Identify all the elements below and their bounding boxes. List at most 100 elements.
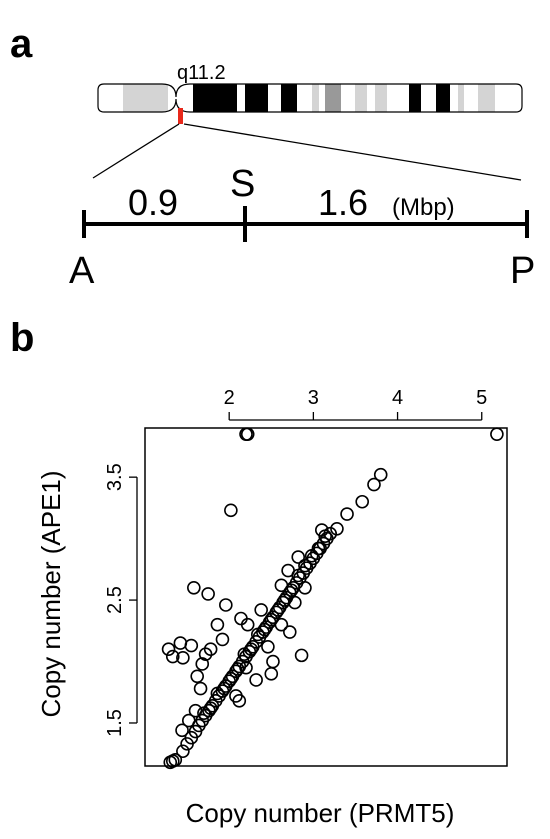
x-tick-label: 5: [476, 387, 487, 409]
x-axis: 2 3 4 5: [224, 387, 487, 421]
data-point: [197, 706, 211, 720]
panel-a-letter: a: [10, 22, 33, 66]
data-point: [281, 563, 295, 578]
data-point: [176, 744, 190, 759]
data-point: [215, 632, 230, 647]
data-point: [165, 649, 180, 664]
data-point: [224, 503, 238, 518]
data-point: [190, 669, 204, 684]
band-q-dark-1: [193, 84, 237, 112]
data-point: [298, 558, 312, 573]
data-point: [251, 627, 265, 642]
distance-unit: (Mbp): [392, 194, 455, 221]
data-point: [304, 549, 319, 563]
data-point: [294, 648, 309, 663]
data-point: [195, 657, 210, 671]
band-q-dark-3: [281, 84, 297, 112]
band-q-light-2: [355, 84, 367, 112]
data-point: [311, 541, 326, 556]
data-point: [210, 617, 225, 632]
x-tick-label: 3: [308, 387, 319, 409]
band-q-light-3: [375, 84, 387, 112]
y-axis: 1.5 2.5 3.5: [104, 463, 138, 737]
data-point: [232, 694, 247, 708]
data-point: [217, 681, 231, 696]
y-axis-label: Copy number (APE1): [36, 470, 66, 717]
data-point: [330, 521, 344, 536]
data-point: [188, 703, 203, 718]
band-q-light-4: [458, 84, 464, 112]
data-point: [187, 580, 201, 595]
band-q-light-5: [478, 84, 495, 112]
data-point: [230, 662, 245, 676]
x-axis-label: Copy number (PRMT5): [186, 798, 455, 828]
zoom-line-right: [183, 123, 522, 181]
data-point: [244, 642, 258, 657]
distance-left: 0.9: [128, 182, 178, 223]
data-point: [266, 654, 280, 669]
end-p-label: P: [510, 250, 535, 292]
data-point: [203, 701, 218, 716]
panel-b-letter: b: [10, 316, 35, 360]
data-point: [193, 681, 208, 696]
data-point: [224, 671, 238, 686]
data-point: [314, 523, 329, 537]
data-point: [274, 617, 289, 632]
data-point: [355, 494, 370, 509]
data-point: [373, 467, 388, 482]
data-point: [271, 603, 285, 617]
mark-s-label: S: [230, 163, 255, 205]
band-q-dark-2: [245, 84, 268, 112]
data-point: [240, 427, 255, 441]
y-tick-label: 1.5: [104, 709, 126, 737]
data-point: [254, 603, 268, 617]
data-point: [257, 622, 272, 637]
data-point: [367, 477, 381, 492]
plot-frame: [144, 427, 508, 767]
data-point: [176, 651, 190, 665]
x-tick-label: 4: [392, 387, 403, 409]
zoom-line-left: [92, 123, 180, 179]
data-point: [161, 642, 176, 657]
data-point: [234, 611, 248, 626]
data-point: [201, 587, 215, 601]
band-label: q11.2: [177, 62, 226, 84]
data-point: [203, 642, 218, 657]
band-q-dark-5: [436, 84, 450, 112]
data-point: [173, 636, 188, 650]
data-point: [282, 625, 297, 639]
chromosome-outline: [97, 83, 523, 113]
band-q-light-1: [312, 84, 319, 112]
data-point: [219, 598, 233, 612]
data-point: [168, 753, 183, 767]
data-point: [274, 578, 289, 593]
data-point: [277, 593, 292, 607]
distance-right: 1.6: [318, 182, 368, 223]
x-tick-label: 2: [224, 387, 235, 409]
y-tick-label: 3.5: [104, 463, 126, 491]
data-point: [288, 595, 302, 610]
data-point: [184, 638, 199, 653]
chromosome-bands: [98, 84, 522, 112]
panel-a-figure: q11.2 0.9 S 1.6 (Mbp) A P: [69, 62, 535, 292]
data-point: [264, 667, 279, 681]
q11-2-highlight-marker: [178, 108, 183, 124]
data-point: [198, 647, 213, 661]
data-point: [249, 673, 263, 687]
data-point: [181, 713, 196, 728]
data-point: [291, 550, 306, 564]
band-q-dark-4: [409, 84, 421, 112]
data-point: [175, 723, 189, 738]
band-q-gray-1: [325, 84, 341, 112]
scatter-points: [161, 427, 504, 770]
data-point: [261, 639, 275, 654]
y-tick-label: 2.5: [104, 586, 126, 614]
data-point: [298, 580, 312, 595]
band-p-light: [123, 84, 168, 112]
data-point: [340, 507, 354, 521]
data-point: [237, 647, 252, 661]
data-point: [239, 660, 253, 675]
end-a-label: A: [69, 250, 95, 292]
data-point: [210, 686, 225, 701]
